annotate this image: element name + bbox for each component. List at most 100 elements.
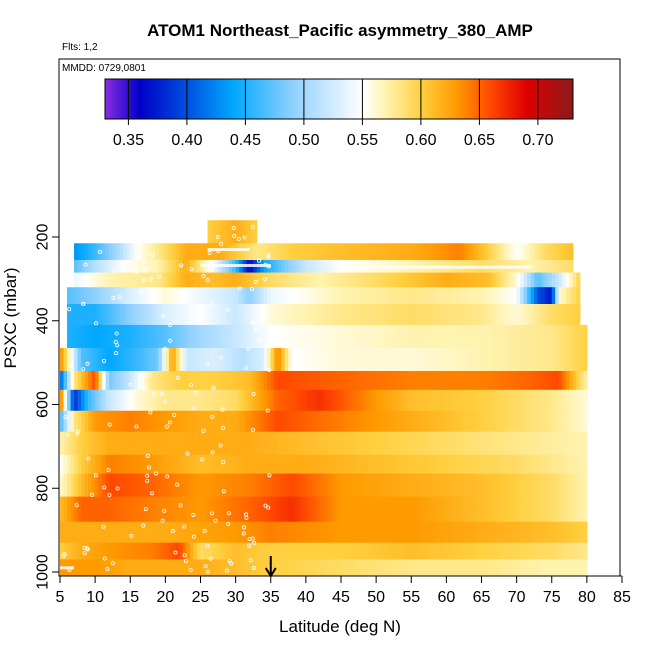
heatmap-cell xyxy=(369,454,374,474)
sample-point xyxy=(115,343,120,348)
heatmap-cell xyxy=(179,559,184,576)
heatmap-cell xyxy=(211,542,216,560)
heatmap-cell xyxy=(411,272,416,288)
heatmap-cell xyxy=(548,454,553,474)
heatmap-cell xyxy=(446,431,451,456)
heatmap-cell xyxy=(77,410,82,433)
sample-point xyxy=(150,253,155,258)
heatmap-cell xyxy=(140,347,145,372)
sample-point xyxy=(263,277,268,282)
heatmap-cell xyxy=(302,272,307,288)
heatmap-cell xyxy=(323,324,328,349)
heatmap-cell xyxy=(119,347,124,372)
heatmap-cell xyxy=(144,542,149,560)
heatmap-cell xyxy=(218,542,223,560)
heatmap-cell xyxy=(506,389,511,412)
heatmap-cell xyxy=(256,324,261,349)
heatmap-cell xyxy=(182,389,188,412)
heatmap-cell xyxy=(520,496,525,523)
heatmap-cell xyxy=(348,473,353,498)
heatmap-cell xyxy=(470,243,476,261)
heatmap-cell xyxy=(309,272,314,288)
heatmap-cell xyxy=(400,371,405,391)
heatmap-cell xyxy=(425,347,430,372)
heatmap-cell xyxy=(463,431,469,456)
sample-point xyxy=(191,406,196,411)
heatmap-cell xyxy=(246,220,251,244)
heatmap-cell xyxy=(263,454,268,474)
heatmap-cell xyxy=(67,521,72,544)
heatmap-cell xyxy=(544,272,549,288)
heatmap-cell xyxy=(386,454,391,474)
heatmap-cell xyxy=(214,304,219,326)
heatmap-cell xyxy=(221,454,226,474)
heatmap-cell xyxy=(214,431,219,456)
heatmap-cell xyxy=(81,260,86,273)
heatmap-cell xyxy=(284,431,289,456)
heatmap-cell xyxy=(140,324,145,349)
heatmap-cell xyxy=(284,324,289,349)
heatmap-cell xyxy=(341,287,346,305)
heatmap-cell xyxy=(179,454,184,474)
heatmap-cell xyxy=(428,272,433,288)
heatmap-cell xyxy=(288,287,293,305)
heatmap-cell xyxy=(281,454,286,474)
heatmap-cell xyxy=(263,559,268,576)
heatmap-cell xyxy=(407,454,412,474)
heatmap-cell xyxy=(379,304,384,326)
heatmap-cell xyxy=(228,371,233,391)
heatmap-cell xyxy=(91,496,96,523)
heatmap-cell xyxy=(274,542,279,560)
heatmap-cell xyxy=(221,542,226,560)
sample-point xyxy=(152,391,157,396)
heatmap-cell xyxy=(365,304,370,326)
heatmap-cell xyxy=(175,260,181,273)
heatmap-cell xyxy=(189,410,195,433)
sample-point xyxy=(97,249,102,254)
heatmap-cell xyxy=(492,324,497,349)
heatmap-cell xyxy=(291,304,296,326)
heatmap-cell xyxy=(421,542,426,560)
heatmap-cell xyxy=(277,496,282,523)
heatmap-cell xyxy=(239,542,244,560)
heatmap-cell xyxy=(527,243,532,261)
heatmap-cell xyxy=(355,473,360,498)
heatmap-cell xyxy=(253,389,258,412)
heatmap-cell xyxy=(516,324,521,349)
heatmap-cell xyxy=(140,496,145,523)
heatmap-cell xyxy=(274,431,279,456)
heatmap-cell xyxy=(558,304,563,326)
heatmap-cell xyxy=(358,521,363,544)
heatmap-cell xyxy=(470,287,476,305)
heatmap-cell xyxy=(95,496,100,523)
heatmap-cell xyxy=(151,473,156,498)
heatmap-cell xyxy=(218,304,223,326)
heatmap-cell xyxy=(344,287,349,305)
heatmap-cell xyxy=(116,371,121,391)
heatmap-cell xyxy=(446,304,451,326)
heatmap-cell xyxy=(130,389,135,412)
heatmap-cell xyxy=(263,473,268,498)
heatmap-cell xyxy=(133,559,138,576)
heatmap-cell xyxy=(404,272,409,288)
heatmap-cell xyxy=(323,287,328,305)
heatmap-cell xyxy=(386,287,391,305)
heatmap-cell xyxy=(109,260,114,273)
heatmap-cell xyxy=(411,496,416,523)
heatmap-cell xyxy=(358,542,363,560)
heatmap-cell xyxy=(256,287,261,305)
heatmap-cell xyxy=(242,454,247,474)
heatmap-cell xyxy=(284,243,289,261)
heatmap-cell xyxy=(196,431,202,456)
heatmap-cell xyxy=(323,559,328,576)
heatmap-cell xyxy=(418,287,423,305)
heatmap-cell xyxy=(555,243,560,261)
sample-point xyxy=(253,279,258,284)
heatmap-cell xyxy=(446,287,451,305)
heatmap-cell xyxy=(534,260,539,273)
heatmap-cell xyxy=(432,559,437,576)
heatmap-cell xyxy=(534,243,539,261)
heatmap-cell xyxy=(172,559,177,576)
heatmap-cell xyxy=(467,521,472,544)
heatmap-cell xyxy=(558,347,563,372)
